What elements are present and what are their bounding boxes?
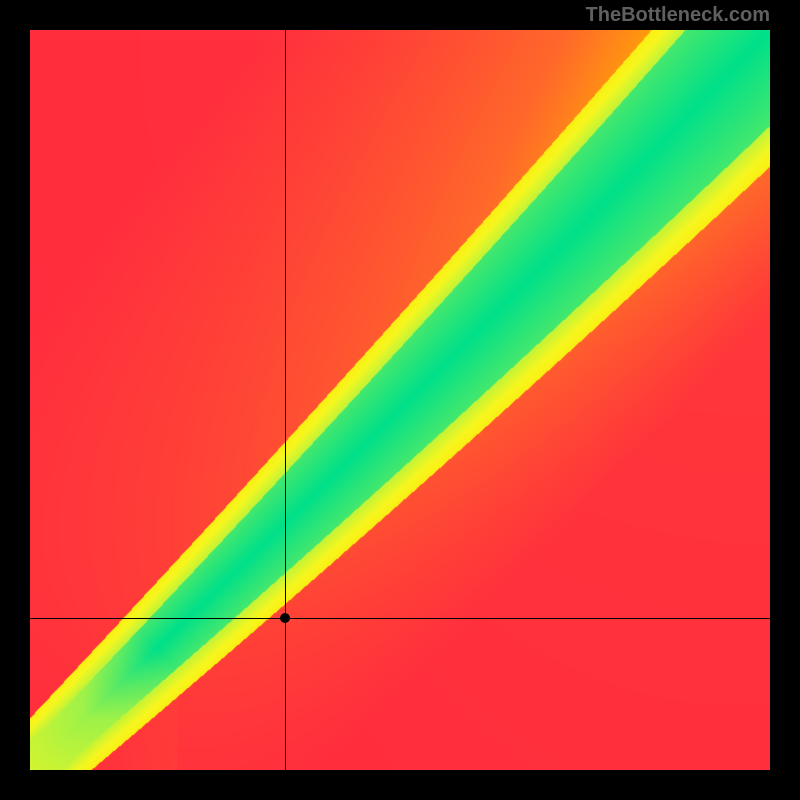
crosshair-horizontal [30, 618, 770, 619]
crosshair-vertical [285, 30, 286, 770]
crosshair-marker [280, 613, 290, 623]
heatmap-canvas [30, 30, 770, 770]
watermark-text: TheBottleneck.com [586, 4, 770, 27]
plot-area [30, 30, 770, 770]
